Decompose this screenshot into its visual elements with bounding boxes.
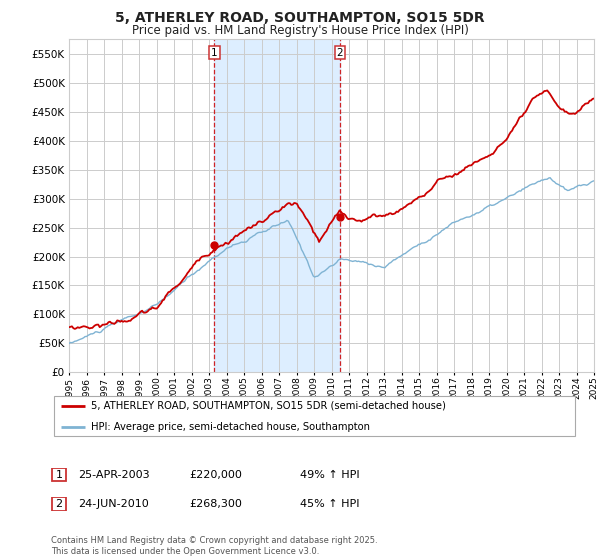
Text: £220,000: £220,000: [189, 470, 242, 480]
FancyBboxPatch shape: [52, 468, 67, 482]
Text: 2: 2: [56, 499, 62, 509]
Text: 5, ATHERLEY ROAD, SOUTHAMPTON, SO15 5DR: 5, ATHERLEY ROAD, SOUTHAMPTON, SO15 5DR: [115, 11, 485, 25]
Text: Contains HM Land Registry data © Crown copyright and database right 2025.
This d: Contains HM Land Registry data © Crown c…: [51, 536, 377, 556]
FancyBboxPatch shape: [52, 497, 67, 511]
Text: 45% ↑ HPI: 45% ↑ HPI: [300, 499, 359, 509]
Bar: [214, 39, 340, 372]
Text: 1: 1: [211, 48, 218, 58]
Text: 49% ↑ HPI: 49% ↑ HPI: [300, 470, 359, 480]
Text: 25-APR-2003: 25-APR-2003: [78, 470, 149, 480]
Text: 1: 1: [56, 470, 62, 480]
Text: 5, ATHERLEY ROAD, SOUTHAMPTON, SO15 5DR (semi-detached house): 5, ATHERLEY ROAD, SOUTHAMPTON, SO15 5DR …: [91, 400, 445, 410]
Text: Price paid vs. HM Land Registry's House Price Index (HPI): Price paid vs. HM Land Registry's House …: [131, 24, 469, 37]
Text: 2: 2: [337, 48, 343, 58]
Text: HPI: Average price, semi-detached house, Southampton: HPI: Average price, semi-detached house,…: [91, 422, 370, 432]
FancyBboxPatch shape: [53, 396, 575, 436]
Text: 24-JUN-2010: 24-JUN-2010: [78, 499, 149, 509]
Text: £268,300: £268,300: [189, 499, 242, 509]
